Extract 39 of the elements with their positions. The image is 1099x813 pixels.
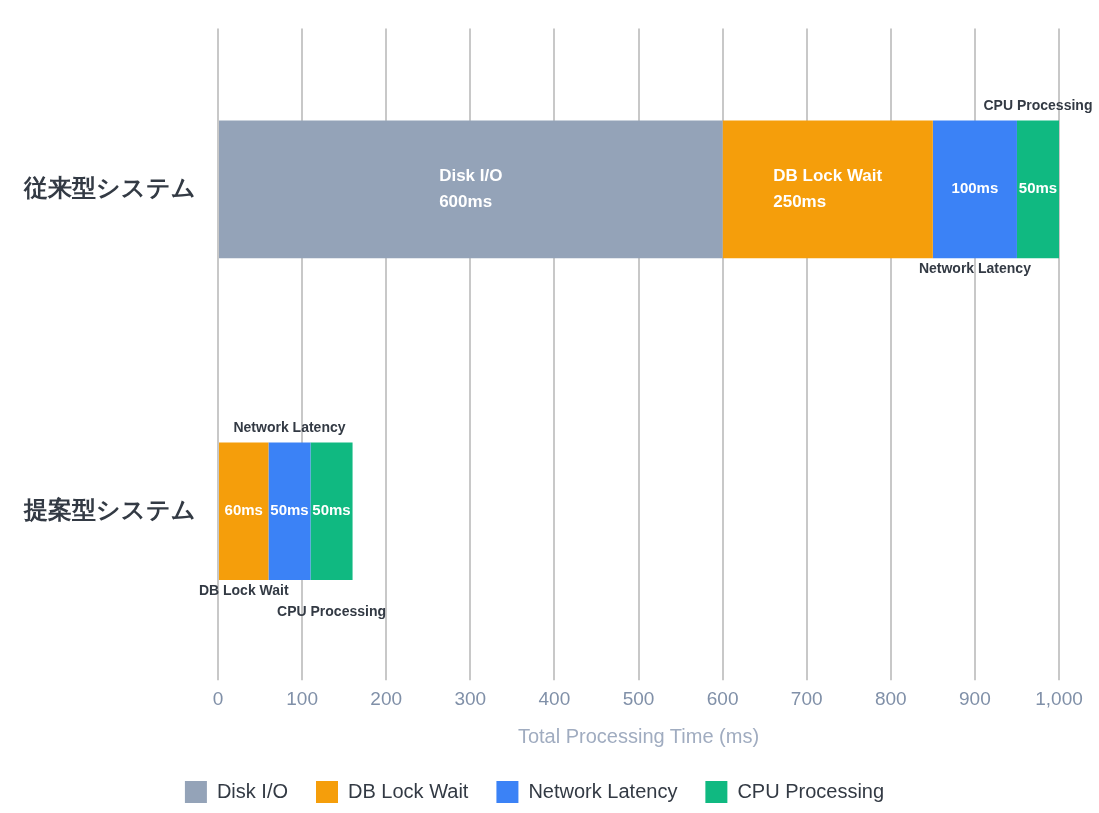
text: DB Lock Wait	[198, 581, 289, 598]
bar	[932, 120, 1017, 259]
bar	[1016, 120, 1059, 259]
x-axis-title: Total Processing Time (ms)	[517, 724, 760, 747]
x-tick-label: 1,000	[1035, 687, 1083, 709]
x-tick-label: 100	[286, 687, 318, 709]
data-label: 250ms	[773, 192, 827, 212]
data-label: 50ms	[312, 501, 351, 519]
y-tick-label: 提案型システム	[23, 495, 196, 523]
legend-label: CPU Processing	[737, 779, 885, 802]
bar	[722, 120, 933, 259]
text: Network Latency	[233, 419, 346, 436]
text: CPU Processing	[277, 602, 387, 619]
data-label: 600ms	[439, 192, 493, 212]
legend-label: Network Latency	[528, 779, 678, 802]
x-tick-label: 900	[959, 687, 991, 709]
data-label: 50ms	[1018, 179, 1058, 197]
x-tick-label: 200	[370, 687, 403, 709]
x-tick-label: 600	[706, 687, 739, 709]
x-tick-label: 700	[790, 687, 823, 709]
data-label: 60ms	[224, 501, 263, 519]
y-tick-label: 従来型システム	[23, 173, 196, 201]
text: Network Latency	[918, 260, 1031, 277]
legend-label: Disk I/O	[216, 779, 289, 802]
x-tick-label: 800	[874, 687, 907, 709]
bar	[219, 120, 723, 259]
bar	[219, 442, 269, 581]
text: DB Lock Wait	[773, 166, 883, 186]
text: CPU Processing	[983, 97, 1093, 114]
data-label: 100ms	[951, 179, 999, 197]
bar	[268, 442, 311, 581]
x-tick-label: 300	[454, 687, 487, 709]
x-tick-label: 400	[538, 687, 571, 709]
text: Disk I/O	[439, 166, 503, 186]
legend-label: DB Lock Wait	[348, 779, 469, 802]
x-tick-label: 0	[212, 687, 224, 709]
bar	[310, 442, 353, 581]
x-tick-label: 500	[622, 687, 655, 709]
data-label: 50ms	[270, 501, 309, 519]
